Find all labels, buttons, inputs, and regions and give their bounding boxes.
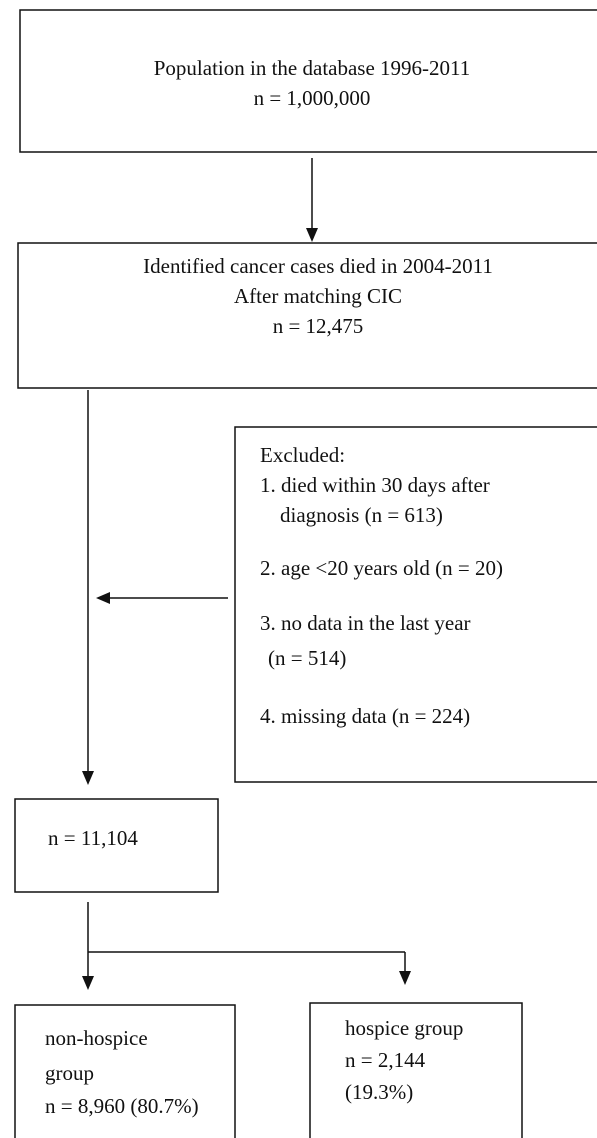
node-text: After matching CIC	[234, 284, 402, 308]
arrowhead	[82, 771, 94, 785]
node-text: non-hospice	[45, 1026, 148, 1050]
node-text: 1. died within 30 days after	[260, 473, 490, 497]
node-text: diagnosis (n = 613)	[280, 503, 443, 527]
arrowhead	[399, 971, 411, 985]
node-text: n = 12,475	[273, 314, 364, 338]
node-text: hospice group	[345, 1016, 463, 1040]
node-text: 3. no data in the last year	[260, 611, 471, 635]
node-text: n = 8,960 (80.7%)	[45, 1094, 199, 1118]
node-text: n = 1,000,000	[254, 86, 371, 110]
arrowhead	[96, 592, 110, 604]
node-text: 2. age <20 years old (n = 20)	[260, 556, 503, 580]
node-text: Population in the database 1996-2011	[154, 56, 471, 80]
node-text: group	[45, 1061, 94, 1085]
node-text: Identified cancer cases died in 2004-201…	[143, 254, 493, 278]
node-text: n = 11,104	[48, 826, 138, 850]
box	[234, 426, 597, 783]
node-text: 4. missing data (n = 224)	[260, 704, 470, 728]
arrowhead	[82, 976, 94, 990]
box	[14, 798, 219, 893]
node-text: Excluded:	[260, 443, 345, 467]
node-text: (n = 514)	[268, 646, 346, 670]
node-text: n = 2,144	[345, 1048, 426, 1072]
box	[19, 9, 597, 153]
arrowhead	[306, 228, 318, 242]
node-text: (19.3%)	[345, 1080, 413, 1104]
box	[17, 242, 597, 389]
box	[14, 1004, 236, 1138]
box	[309, 1002, 523, 1138]
